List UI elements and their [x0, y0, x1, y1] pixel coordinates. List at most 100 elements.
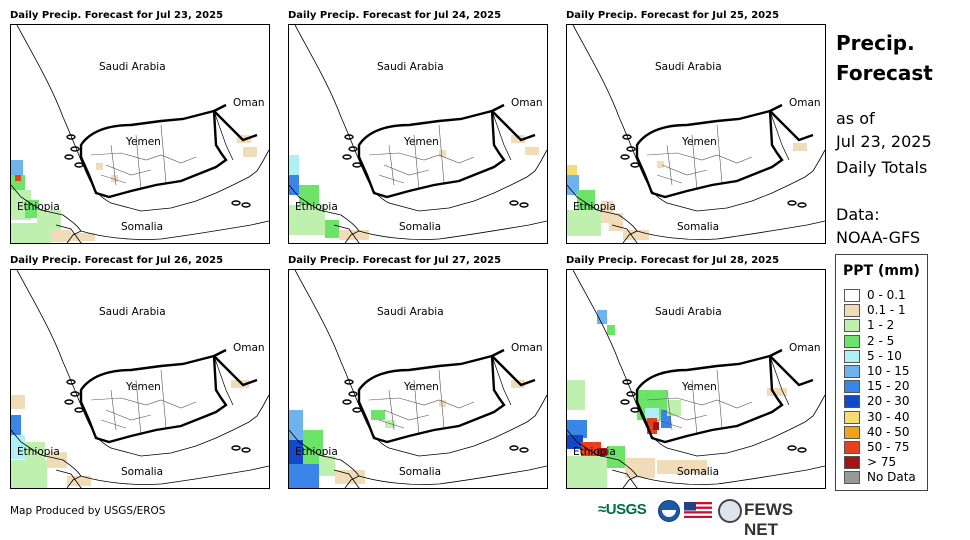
legend-swatch	[844, 456, 860, 470]
country-label-yemen: Yemen	[404, 381, 439, 393]
legend-label: 5 - 10	[867, 348, 902, 363]
legend-label: No Data	[867, 470, 916, 485]
country-label-saudi: Saudi Arabia	[655, 61, 722, 73]
legend-label: 40 - 50	[867, 424, 910, 439]
basemap-svg	[289, 25, 547, 243]
legend-label: 0.1 - 1	[867, 303, 906, 318]
as-of-label: as of	[836, 109, 875, 128]
panel-title: Daily Precip. Forecast for Jul 26, 2025	[10, 255, 224, 266]
map-frame: Saudi Arabia Oman Yemen Ethiopia Somalia	[288, 24, 548, 244]
legend-title: PPT (mm)	[843, 263, 920, 279]
country-label-ethiopia: Ethiopia	[295, 201, 338, 213]
panel-title: Daily Precip. Forecast for Jul 25, 2025	[566, 10, 780, 21]
legend-swatch	[844, 380, 860, 394]
legend-label: 2 - 5	[867, 333, 895, 348]
map-frame: Saudi Arabia Oman Yemen Ethiopia Somalia	[288, 269, 548, 489]
legend-item: No Data	[844, 471, 916, 485]
legend-swatch	[844, 410, 860, 424]
legend-swatch	[844, 349, 860, 363]
basemap-svg	[567, 270, 825, 488]
country-label-ethiopia: Ethiopia	[17, 201, 60, 213]
forecast-title-line1: Precip.	[836, 31, 915, 55]
country-label-oman: Oman	[233, 342, 265, 354]
country-label-oman: Oman	[789, 342, 821, 354]
legend-item: 5 - 10	[844, 348, 902, 364]
legend-label: 1 - 2	[867, 318, 895, 333]
data-value: NOAA-GFS	[836, 228, 921, 247]
country-label-somalia: Somalia	[399, 221, 442, 233]
legend-item: 0.1 - 1	[844, 304, 906, 318]
country-label-oman: Oman	[233, 97, 265, 109]
map-frame: Saudi Arabia Oman Yemen Ethiopia Somalia	[10, 24, 270, 244]
as-of-text: as of Jul 23, 2025	[836, 107, 932, 153]
legend-swatch	[844, 365, 860, 378]
legend-swatch	[844, 441, 860, 454]
panel-title: Daily Precip. Forecast for Jul 23, 2025	[10, 10, 224, 21]
as-of-date: Jul 23, 2025	[836, 132, 932, 151]
country-label-somalia: Somalia	[121, 466, 164, 478]
country-label-oman: Oman	[789, 97, 821, 109]
data-source: Data: NOAA-GFS	[836, 203, 920, 249]
forecast-title-line2: Forecast	[836, 61, 933, 85]
legend-item: 0 - 0.1	[844, 289, 906, 303]
data-label: Data:	[836, 205, 880, 224]
map-frame: Saudi Arabia Oman Yemen Ethiopia Somalia	[10, 269, 270, 489]
legend-swatch	[844, 395, 860, 409]
country-label-somalia: Somalia	[399, 466, 442, 478]
country-label-ethiopia: Ethiopia	[573, 201, 616, 213]
legend-label: 15 - 20	[867, 379, 910, 394]
forecast-title: Precip. Forecast	[836, 28, 933, 88]
usaid-seal-icon	[718, 499, 742, 523]
country-label-somalia: Somalia	[677, 221, 720, 233]
map-frame: Saudi Arabia Oman Yemen Ethiopia Somalia	[566, 24, 826, 244]
country-label-saudi: Saudi Arabia	[377, 61, 444, 73]
country-label-yemen: Yemen	[404, 136, 439, 148]
country-label-oman: Oman	[511, 97, 543, 109]
country-label-oman: Oman	[511, 342, 543, 354]
legend-item: 2 - 5	[844, 333, 895, 349]
legend-item: 30 - 40	[844, 409, 910, 425]
legend-item: 20 - 30	[844, 395, 910, 409]
legend-item: 15 - 20	[844, 380, 910, 394]
country-label-saudi: Saudi Arabia	[655, 306, 722, 318]
basemap-svg	[11, 25, 269, 243]
legend-label: 20 - 30	[867, 394, 910, 409]
panel-title: Daily Precip. Forecast for Jul 24, 2025	[288, 10, 502, 21]
map-frame: Saudi Arabia Oman Yemen Ethiopia Somalia	[566, 269, 826, 489]
legend-label: 0 - 0.1	[867, 288, 906, 302]
legend-swatch	[844, 471, 860, 485]
country-label-saudi: Saudi Arabia	[99, 61, 166, 73]
legend-item: 10 - 15	[844, 365, 910, 379]
usgs-logo: ≈USGS	[598, 501, 647, 518]
country-label-ethiopia: Ethiopia	[17, 446, 60, 458]
country-label-ethiopia: Ethiopia	[295, 446, 338, 458]
legend-swatch	[844, 319, 860, 333]
us-flag-icon	[684, 502, 712, 518]
fews-net-logo: FEWS NET	[744, 500, 794, 539]
legend-swatch	[844, 304, 860, 318]
panel-title: Daily Precip. Forecast for Jul 27, 2025	[288, 255, 502, 266]
daily-totals-text: Daily Totals	[836, 158, 928, 177]
legend-label: 50 - 75	[867, 440, 910, 454]
basemap-svg	[567, 25, 825, 243]
legend-label: 10 - 15	[867, 364, 910, 378]
country-label-somalia: Somalia	[121, 221, 164, 233]
country-label-saudi: Saudi Arabia	[99, 306, 166, 318]
basemap-svg	[289, 270, 547, 488]
country-label-yemen: Yemen	[126, 381, 161, 393]
legend-item: 50 - 75	[844, 441, 910, 455]
country-label-yemen: Yemen	[682, 381, 717, 393]
legend-swatch	[844, 425, 860, 439]
legend-item: 40 - 50	[844, 424, 910, 440]
country-label-saudi: Saudi Arabia	[377, 306, 444, 318]
legend-swatch	[844, 334, 860, 348]
credit-text: Map Produced by USGS/EROS	[10, 505, 166, 517]
legend-item: 1 - 2	[844, 319, 894, 333]
noaa-logo-icon	[658, 500, 680, 522]
legend-swatch	[844, 289, 860, 302]
legend-label: 30 - 40	[867, 409, 910, 424]
legend-label: > 75	[867, 455, 897, 470]
logo-strip: ≈USGS FEWS NET	[598, 498, 824, 539]
country-label-yemen: Yemen	[126, 136, 161, 148]
